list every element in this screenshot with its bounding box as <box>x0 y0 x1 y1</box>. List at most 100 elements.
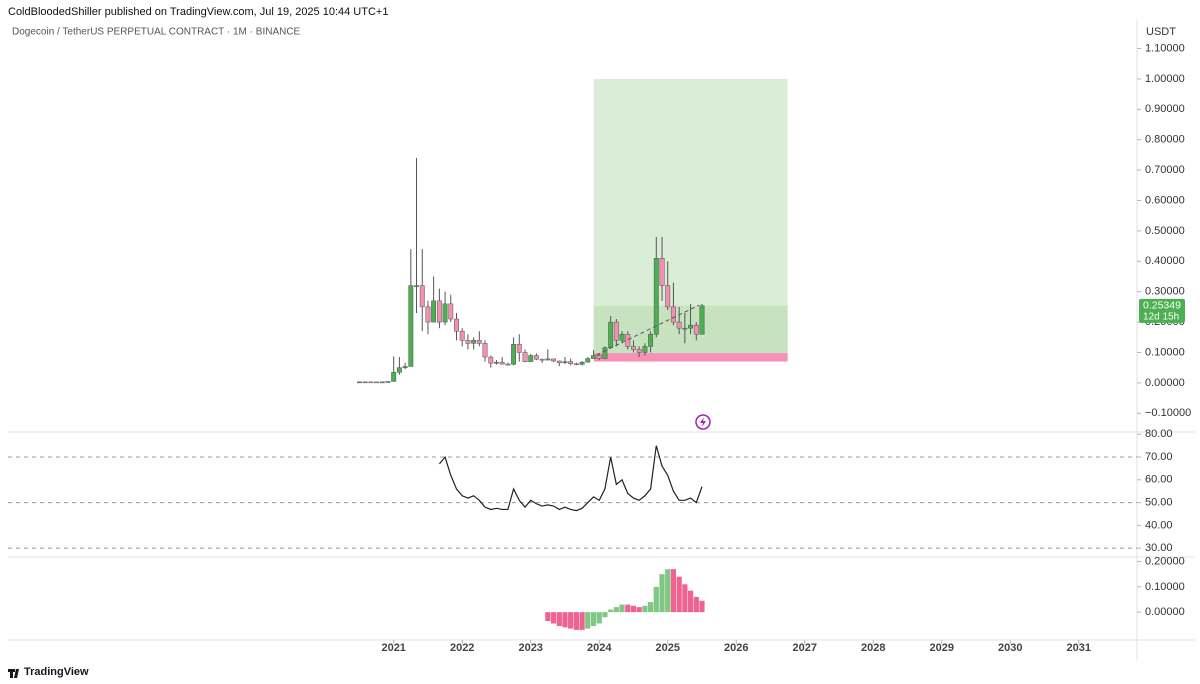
y-tick-label: 0.50000 <box>1145 225 1185 237</box>
y-tick-label: 0.00000 <box>1145 377 1185 389</box>
y-tick-label: 80.00 <box>1145 428 1173 440</box>
candle-body <box>642 346 648 353</box>
y-tick-label: 1.10000 <box>1145 42 1185 54</box>
y-tick-label: 50.00 <box>1145 497 1173 509</box>
candle-body <box>419 285 425 308</box>
candle-body <box>391 371 397 382</box>
candle-body <box>488 356 494 364</box>
y-tick-label: 0.40000 <box>1145 255 1185 267</box>
candle-body <box>522 352 528 362</box>
plot-layer: −0.10000 0.00000 0.10000 0.20000 0.30000 0.40… <box>8 42 1191 654</box>
candle-body <box>374 381 380 384</box>
x-tick-label: 2031 <box>1067 642 1091 654</box>
y-tick-label: 0.90000 <box>1145 103 1185 115</box>
brand[interactable]: TradingView <box>8 666 89 678</box>
candle-body <box>579 361 585 365</box>
histogram-bar <box>670 569 677 613</box>
y-tick-label: 0.70000 <box>1145 164 1185 176</box>
last-price-box <box>1139 298 1185 323</box>
candle-body <box>682 327 688 330</box>
candle-body <box>665 285 671 308</box>
x-tick-label: 2023 <box>518 642 542 654</box>
candle-body <box>648 333 654 347</box>
candle-body <box>591 355 596 359</box>
stop-zone <box>593 353 788 362</box>
candle-body <box>659 258 665 286</box>
symbol-title: Dogecoin / TetherUS PERPETUAL CONTRACT ·… <box>12 27 301 38</box>
y-tick-label: 0.60000 <box>1145 194 1185 206</box>
y-tick-label: 0.80000 <box>1145 134 1185 146</box>
candle-body <box>362 381 368 384</box>
y-tick-label: 0.00000 <box>1145 606 1185 618</box>
candle-body <box>431 300 437 323</box>
candle-body <box>693 324 699 335</box>
histogram-bar <box>693 596 699 613</box>
candle-body <box>699 305 705 335</box>
histogram-bar <box>613 607 619 613</box>
candle-body <box>670 306 676 323</box>
candle-body <box>442 303 448 323</box>
histogram-bar <box>568 612 574 629</box>
x-tick-label: 2024 <box>587 642 612 654</box>
last-price-label: 0.25349 <box>1143 300 1181 312</box>
candle-body <box>568 361 574 364</box>
alert-icon-bolt <box>700 417 706 427</box>
candle-body <box>476 340 482 344</box>
histogram-bar <box>602 612 608 618</box>
histogram-bar <box>585 612 591 629</box>
candle-body <box>396 367 402 373</box>
candle-body <box>631 346 636 350</box>
y-tick-label: 0.10000 <box>1145 346 1185 358</box>
histogram-bar <box>687 590 694 613</box>
candle-body <box>356 381 362 384</box>
candle-body <box>539 358 545 361</box>
y-tick-label: 40.00 <box>1145 519 1173 531</box>
histogram-bar <box>676 576 682 613</box>
candle-body <box>585 358 591 363</box>
candle-body <box>425 306 431 323</box>
histogram-bar <box>642 605 648 613</box>
candle-body <box>551 358 556 362</box>
histogram-bar <box>630 605 637 613</box>
y-tick-label: 1.00000 <box>1145 73 1185 85</box>
histogram-bar <box>665 569 671 613</box>
x-tick-label: 2021 <box>381 642 405 654</box>
histogram-bar <box>619 604 625 613</box>
candle-body <box>436 300 442 323</box>
candle-body <box>465 340 471 344</box>
y-tick-label: 70.00 <box>1145 451 1173 463</box>
author-line: ColdBloodedShiller published on TradingV… <box>8 6 388 18</box>
y-tick-label: 0.20000 <box>1145 555 1185 567</box>
candle-body <box>368 381 374 384</box>
alert-icon[interactable] <box>695 414 711 430</box>
candle-body <box>625 333 631 347</box>
candle-body <box>471 340 477 344</box>
histogram-bar <box>699 600 705 613</box>
candle-body <box>602 347 608 359</box>
candle-body <box>459 330 465 341</box>
candle-body <box>676 321 682 329</box>
candle-body <box>516 344 522 353</box>
candle-body <box>556 360 562 364</box>
histogram-bar <box>608 609 614 613</box>
candle-body <box>402 366 408 368</box>
histogram-bar <box>647 602 654 613</box>
candle-body <box>688 324 693 329</box>
candle-body <box>613 321 619 341</box>
candle-body <box>385 381 391 383</box>
candle-body <box>653 258 659 335</box>
histogram-bar <box>550 612 557 624</box>
x-tick-label: 2022 <box>450 642 474 654</box>
histogram-bar <box>556 612 562 627</box>
candle-body <box>448 303 454 320</box>
histogram-bar <box>590 612 597 627</box>
price-unit: USDT <box>1146 26 1176 38</box>
candle-body <box>596 355 602 359</box>
candle-body <box>608 321 614 348</box>
y-tick-label: 60.00 <box>1145 474 1173 486</box>
histogram-bar <box>682 584 688 613</box>
y-tick-label: 0.30000 <box>1145 286 1185 298</box>
histogram-bar <box>653 586 659 613</box>
x-tick-label: 2026 <box>724 642 748 654</box>
